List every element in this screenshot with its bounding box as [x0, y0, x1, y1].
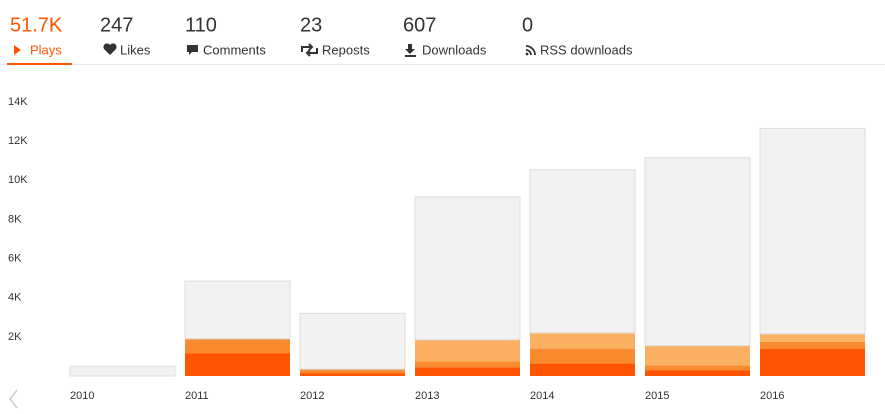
bar-segment[interactable] — [300, 373, 405, 376]
tab-label[interactable]: Reposts — [322, 42, 370, 57]
bar-segment[interactable] — [760, 333, 865, 342]
x-tick-label: 2016 — [760, 390, 784, 402]
play-icon — [14, 45, 21, 55]
bar-segment[interactable] — [530, 348, 635, 364]
x-tick-label: 2015 — [645, 390, 669, 402]
repost-icon — [301, 43, 318, 57]
y-tick-label: 6K — [8, 252, 22, 264]
tab-label[interactable]: Downloads — [422, 42, 487, 57]
x-tick-label: 2014 — [530, 390, 554, 402]
x-tick-label: 2010 — [70, 390, 94, 402]
y-tick-label: 12K — [8, 135, 28, 147]
x-tick-label: 2011 — [185, 390, 209, 402]
bar-segment[interactable] — [299, 312, 406, 370]
bar-segment[interactable] — [530, 332, 635, 349]
bar-segment[interactable] — [644, 157, 751, 347]
bar-segment[interactable] — [759, 127, 866, 335]
y-tick-label: 10K — [8, 174, 28, 186]
y-tick-label: 2K — [8, 331, 22, 343]
heart-icon — [103, 43, 117, 55]
download-icon — [405, 44, 416, 57]
bar-segment[interactable] — [415, 361, 520, 368]
tab-label[interactable]: Plays — [30, 42, 62, 57]
tab-label[interactable]: Comments — [203, 42, 266, 57]
tab-value[interactable]: 110 — [185, 14, 217, 36]
x-tick-label: 2012 — [300, 390, 324, 402]
y-tick-label: 8K — [8, 213, 22, 225]
bar-segment[interactable] — [760, 348, 865, 376]
y-tick-label: 4K — [8, 292, 22, 304]
bar-segment[interactable] — [529, 169, 636, 334]
bar-segment[interactable] — [69, 365, 176, 377]
bar-segment[interactable] — [414, 196, 521, 341]
bar-segment[interactable] — [185, 338, 290, 354]
bar-segment[interactable] — [760, 341, 865, 349]
bar-segment[interactable] — [185, 353, 290, 376]
x-tick-label: 2013 — [415, 390, 439, 402]
bar-segment[interactable] — [530, 363, 635, 376]
bar-segment[interactable] — [645, 365, 750, 371]
comment-icon — [187, 45, 198, 55]
tab-value[interactable]: 607 — [403, 14, 436, 36]
prev-arrow[interactable] — [9, 389, 18, 409]
tab-value[interactable]: 247 — [100, 14, 133, 36]
active-tab-underline — [7, 63, 72, 65]
y-tick-label: 14K — [8, 96, 28, 108]
bar-segment[interactable] — [415, 367, 520, 376]
bar-segment[interactable] — [645, 345, 750, 366]
rss-dot — [525, 52, 529, 56]
rss-icon — [525, 45, 536, 56]
tab-value[interactable]: 51.7K — [10, 14, 63, 36]
tab-label[interactable]: RSS downloads — [540, 42, 633, 57]
tab-value[interactable]: 0 — [522, 14, 533, 36]
bar-segment[interactable] — [415, 339, 520, 362]
tab-label[interactable]: Likes — [120, 42, 151, 57]
bar-segment[interactable] — [645, 370, 750, 376]
bar-segment[interactable] — [300, 369, 405, 374]
bar-segment[interactable] — [184, 280, 291, 340]
tab-value[interactable]: 23 — [300, 14, 322, 36]
